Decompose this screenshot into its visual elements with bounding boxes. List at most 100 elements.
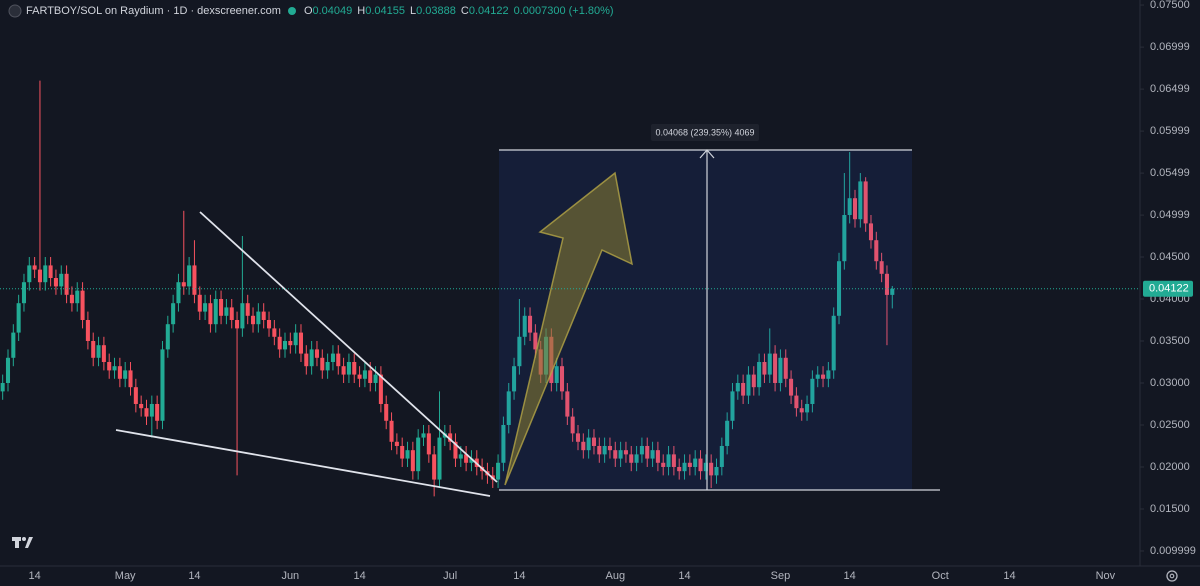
candle-body [863,181,868,224]
candle-body [469,458,474,463]
candle-body [314,349,319,358]
status-dot [287,7,296,15]
candle-body [773,353,778,383]
candle-body [53,278,58,287]
candle-body [602,445,607,455]
candle-body [666,454,671,467]
candle-body [815,374,820,379]
candle-body [394,441,399,446]
candle-body [687,462,692,467]
candle-body [810,378,815,404]
candle-body [16,303,21,333]
change: 0.0007300 (+1.80%) [513,5,614,17]
candle-body [416,437,421,472]
candle-body [64,273,69,295]
candle-body [868,223,874,241]
candle-body [240,303,245,329]
candle-body [821,374,826,379]
y-tick-label: 0.01500 [1150,503,1190,515]
legend-value: 0.04122 [468,5,509,17]
candle-body [597,445,602,455]
candle-body [0,382,5,392]
candle-body [437,437,442,480]
candle-body [778,357,783,383]
y-tick-label: 0.05499 [1150,167,1190,179]
candle-body [879,261,884,274]
candle-body [629,454,634,463]
wedge-upper [199,211,498,483]
candle-body [682,462,687,472]
candle-body [362,370,367,379]
candle-body [213,298,218,325]
y-tick-label: 0.02000 [1150,461,1190,473]
candle-body [890,288,895,295]
settings-icon[interactable] [1166,570,1178,582]
candle-body [368,370,373,383]
candle-body [245,303,250,316]
candle-body [277,336,282,350]
y-tick-label: 0.07500 [1150,0,1190,11]
candle-body [27,265,32,283]
x-tick-label: May [115,570,136,582]
measure-label: 0.04068 (239.35%) 4069 [655,127,754,137]
candle-body [405,450,410,459]
y-tick-label: 0.03000 [1150,377,1190,389]
candle-body [559,366,565,392]
candle-body [59,273,64,287]
candle-body [160,349,165,421]
x-tick-label: 14 [513,570,525,582]
candle-body [352,361,357,375]
candle-body [341,366,346,375]
candle-body [224,307,229,316]
candle-body [208,303,213,325]
candle-body [421,433,426,438]
candle-body [448,433,453,442]
legend-value: 0.03888 [416,5,456,17]
candle-body [171,303,176,325]
candle-body [251,315,256,325]
candle-body [677,466,682,472]
candle-body [496,462,501,480]
candle-body [426,433,431,455]
candle-body [751,374,756,388]
measure-arrowhead [699,149,715,159]
candle-body [123,370,128,379]
candle-body [373,374,378,383]
candle-body [384,403,389,421]
candle-body [266,319,272,329]
candle-body [464,454,469,463]
candle-body [155,403,160,421]
candle-body [357,374,362,379]
candle-body [874,240,879,262]
candle-body [261,311,266,320]
y-tick-label: 0.06499 [1150,83,1190,95]
candle-body [512,366,517,392]
candle-body [37,269,42,283]
candle-body [432,454,437,480]
candle-body [581,441,586,451]
x-tick-label: 14 [844,570,856,582]
candle-body [852,198,858,220]
candle-body [703,462,708,472]
candle-body [96,345,101,358]
candle-body [618,450,623,459]
candle-body [309,349,314,367]
candle-body [117,366,122,379]
candle-body [645,445,650,459]
candle-body [501,424,506,463]
legend-label: H [357,5,366,17]
candle-body [671,454,676,467]
candle-body [75,290,80,304]
candle-body [884,273,889,295]
candle-body [661,462,666,467]
y-tick-label: 0.04999 [1150,209,1190,221]
candle-body [400,445,405,459]
candle-body [298,332,304,354]
legend-value: 0.04155 [365,5,405,17]
candle-body [203,303,208,312]
candle-body [506,391,511,425]
candle-body [5,357,11,383]
candle-body [128,370,133,388]
candle-body [144,408,149,417]
candle-body [304,353,309,367]
